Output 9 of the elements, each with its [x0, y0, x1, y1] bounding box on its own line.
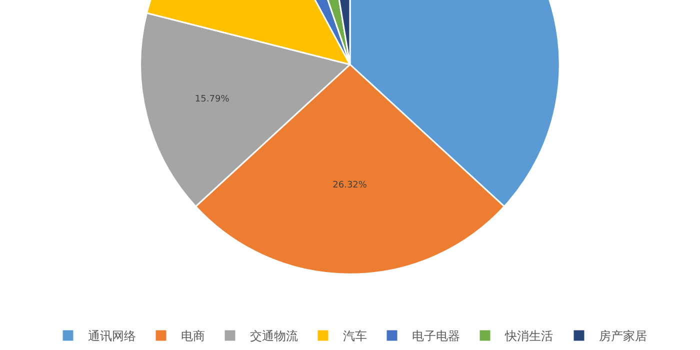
legend-label: 通讯网络: [88, 329, 136, 344]
legend-label: 汽车: [343, 329, 367, 344]
legend-label: 快消生活: [504, 329, 553, 344]
legend-label: 房产家居: [599, 329, 647, 344]
legend-label: 电子电器: [412, 329, 460, 344]
data-label: 26.32%: [332, 180, 368, 190]
legend-label: 电商: [181, 329, 205, 344]
legend-label: 交通物流: [250, 329, 298, 344]
data-label: 15.79%: [194, 94, 230, 104]
